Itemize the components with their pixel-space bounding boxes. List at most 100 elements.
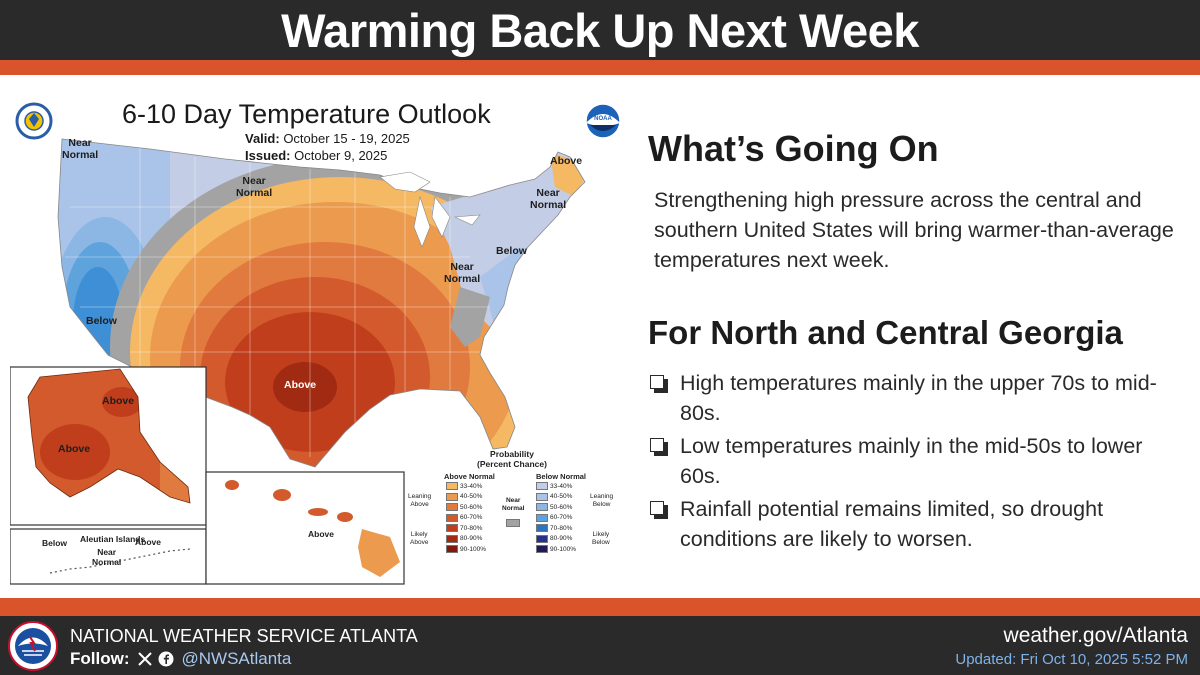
page-title: Warming Back Up Next Week	[281, 3, 919, 57]
label-aleutian-islands: Aleutian Islands	[80, 534, 146, 544]
label-near-normal-north: Near Normal	[236, 175, 273, 199]
nws-office-name: NATIONAL WEATHER SERVICE ATLANTA	[70, 626, 418, 646]
social-follow: Follow: @NWSAtlanta	[70, 649, 291, 669]
above-legend-range: 50-60%	[460, 503, 483, 511]
above-legend-row: 33-40%	[446, 482, 482, 490]
bullet-text: Rainfall potential remains limited, so d…	[680, 497, 1104, 551]
noaa-logo-icon: NOAA	[585, 103, 621, 139]
valid-value: October 15 - 19, 2025	[283, 131, 410, 146]
below-legend-row: 50-60%	[536, 503, 572, 511]
below-legend-row: 70-80%	[536, 524, 572, 532]
legend-likely-below: Likely Below	[592, 531, 610, 546]
outlook-title: 6-10 Day Temperature Outlook	[122, 99, 491, 129]
checkbox-bullet-icon	[650, 375, 668, 393]
below-legend-range: 80-90%	[550, 535, 573, 542]
above-legend-range: 70-80%	[460, 524, 483, 532]
below-legend-row: 90-100%	[536, 545, 576, 553]
issued-date: Issued: October 9, 2025	[245, 148, 387, 163]
above-legend-row: 40-50%	[446, 492, 483, 501]
above-legend-swatch	[446, 513, 458, 522]
above-legend-range: 60-70%	[460, 514, 483, 521]
checkbox-bullet-icon	[650, 501, 668, 519]
label-above-texas: Above	[284, 379, 317, 391]
above-legend-swatch	[446, 524, 458, 532]
above-legend-row: 80-90%	[446, 534, 483, 543]
accent-stripe-top	[0, 60, 1200, 75]
below-legend-range: 70-80%	[550, 524, 573, 532]
label-near-normal-northeast: Near Normal	[530, 187, 567, 211]
great-lakes	[379, 171, 481, 248]
facebook-icon[interactable]	[158, 651, 174, 667]
legend-leaning-below: Leaning Below	[590, 493, 614, 508]
above-legend-row: 50-60%	[446, 503, 482, 511]
label-above-hawaii: Above	[308, 529, 334, 539]
above-legend-row: 90-100%	[446, 545, 486, 553]
below-legend-swatch	[536, 545, 548, 553]
below-legend-row: 40-50%	[536, 492, 572, 501]
below-legend-row: 80-90%	[536, 534, 573, 543]
label-below-west: Below	[86, 315, 117, 327]
label-above-alaska-north: Above	[102, 395, 135, 407]
legend-leaning-above: Leaning Above	[408, 493, 432, 508]
follow-label: Follow:	[70, 649, 130, 668]
above-legend-range: 90-100%	[460, 545, 487, 553]
georgia-heading: For North and Central Georgia	[648, 314, 1123, 351]
above-legend-swatch	[446, 545, 458, 553]
below-legend-swatch	[536, 513, 548, 522]
below-legend-range: 60-70%	[550, 514, 573, 521]
above-legend-row: 60-70%	[446, 513, 483, 522]
whats-going-on-heading: What’s Going On	[648, 128, 939, 169]
bullet-text: High temperatures mainly in the upper 70…	[680, 371, 1157, 425]
below-legend-swatch	[536, 524, 548, 532]
below-legend-range: 33-40%	[550, 482, 573, 490]
below-legend-row: 60-70%	[536, 513, 573, 522]
valid-label: Valid:	[245, 131, 280, 146]
bullet-item: High temperatures mainly in the upper 70…	[648, 368, 1188, 428]
label-above-alaska-west: Above	[58, 443, 91, 455]
above-legend-swatch	[446, 503, 458, 511]
below-legend-range: 90-100%	[550, 545, 577, 553]
label-aleutian-below: Below	[42, 538, 68, 548]
below-legend-range: 50-60%	[550, 503, 573, 511]
legend-below-header: Below Normal	[536, 472, 587, 481]
legend-above-header: Above Normal	[444, 472, 495, 481]
commerce-seal-icon	[15, 102, 53, 140]
temperature-outlook-map: NOAA 6-10 Day Temperature Outlook Valid:…	[10, 97, 622, 587]
label-aleutian-above: Above	[135, 537, 161, 547]
below-legend-swatch	[536, 492, 548, 501]
svg-text:NOAA: NOAA	[594, 116, 612, 122]
above-legend-swatch	[446, 492, 458, 501]
issued-label: Issued:	[245, 148, 291, 163]
label-near-normal-southeast: Near Normal	[444, 261, 481, 285]
whats-going-on-text: Strengthening high pressure across the c…	[654, 188, 1174, 272]
below-legend-row: 33-40%	[536, 482, 572, 490]
footer-bar: NATIONAL WEATHER SERVICE ATLANTA Follow:…	[0, 616, 1200, 675]
below-legend-swatch	[536, 503, 548, 511]
checkbox-bullet-icon	[650, 438, 668, 456]
valid-dates: Valid: October 15 - 19, 2025	[245, 131, 410, 146]
above-legend-range: 80-90%	[460, 535, 483, 542]
accent-stripe-bottom	[0, 598, 1200, 616]
georgia-bullet-list: High temperatures mainly in the upper 70…	[648, 368, 1188, 557]
legend-near-normal: Near Normal	[502, 497, 525, 512]
above-legend-range: 40-50%	[460, 493, 483, 500]
label-above-maine: Above	[550, 155, 583, 167]
legend-title: Probability (Percent Chance)	[477, 449, 547, 469]
bullet-item: Rainfall potential remains limited, so d…	[648, 494, 1188, 554]
above-legend-swatch	[446, 534, 458, 543]
social-handle-link[interactable]: @NWSAtlanta	[181, 649, 292, 668]
aleutian-inset-frame	[10, 528, 207, 585]
x-logo-icon[interactable]	[137, 651, 153, 667]
website-link[interactable]: weather.gov/Atlanta	[1003, 624, 1188, 647]
nws-logo-icon	[8, 621, 58, 671]
above-legend-swatch	[446, 482, 458, 490]
aleutian-chain	[49, 548, 191, 574]
above-legend-row: 70-80%	[446, 524, 482, 532]
legend-near-normal-swatch	[506, 519, 520, 527]
label-aleutian-near-normal: Near Normal	[92, 547, 122, 567]
hawaii-islands	[225, 480, 400, 577]
legend-likely-above: Likely Above	[410, 531, 429, 546]
below-legend-swatch	[536, 534, 548, 543]
bullet-item: Low temperatures mainly in the mid-50s t…	[648, 431, 1188, 491]
label-near-normal-northwest: Near Normal	[62, 137, 99, 161]
